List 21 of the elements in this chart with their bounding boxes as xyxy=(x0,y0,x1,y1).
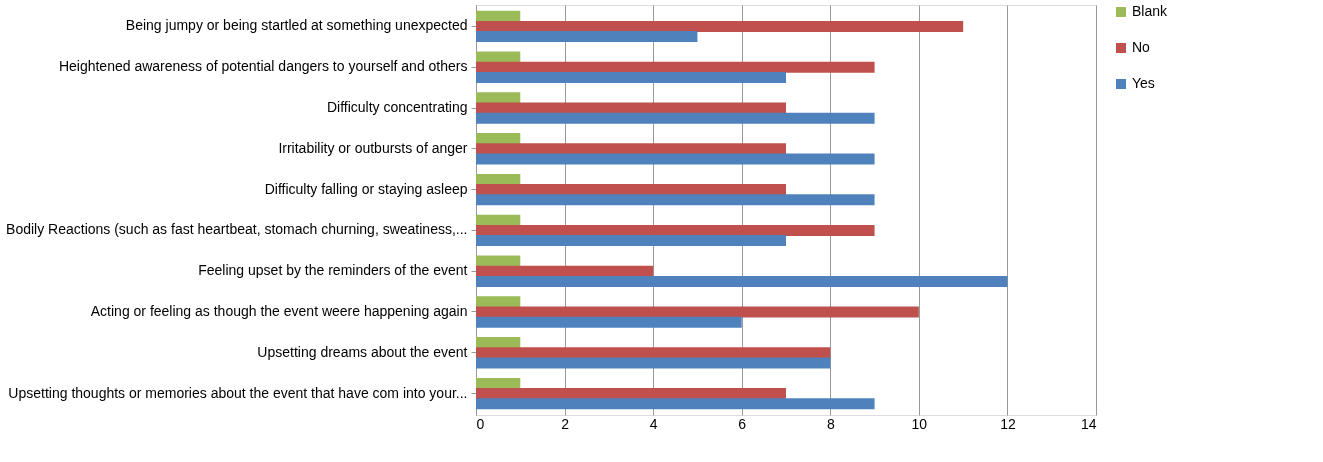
x-tick-label: 0 xyxy=(476,415,485,432)
y-tick-label: Difficulty concentrating xyxy=(326,99,468,116)
legend-label: No xyxy=(1132,39,1151,55)
y-tick-label: Irritability or outbursts of anger xyxy=(278,139,468,156)
y-tick-label: Acting or feeling as though the event weere happening again xyxy=(90,302,468,319)
y-tick-label: Upsetting thoughts or memories about the event that have com into your... xyxy=(8,384,468,401)
legend-label: Blank xyxy=(1132,3,1169,19)
x-tick-label: 8 xyxy=(826,415,835,432)
x-tick-label: 12 xyxy=(1000,415,1016,432)
x-tick-label: 2 xyxy=(561,415,570,432)
x-tick-label: 10 xyxy=(911,415,928,432)
x-tick-label: 6 xyxy=(738,415,747,432)
y-tick-label: Feeling upset by the reminders of the event xyxy=(198,262,468,279)
y-tick-label: Bodily Reactions (such as fast heartbeat, stomach churning, sweatiness,... xyxy=(6,221,468,238)
x-tick-label: 4 xyxy=(649,415,658,432)
x-tick-label: 14 xyxy=(1080,415,1097,432)
y-tick-label: Upsetting dreams about the event xyxy=(257,343,468,360)
y-tick-label: Being jumpy or being startled at something unexpected xyxy=(125,17,468,34)
legend-label: Yes xyxy=(1132,75,1155,91)
y-tick-label: Difficulty falling or staying asleep xyxy=(264,180,468,197)
y-tick-label: Heightened awareness of potential dangers to yourself and others xyxy=(58,58,468,75)
